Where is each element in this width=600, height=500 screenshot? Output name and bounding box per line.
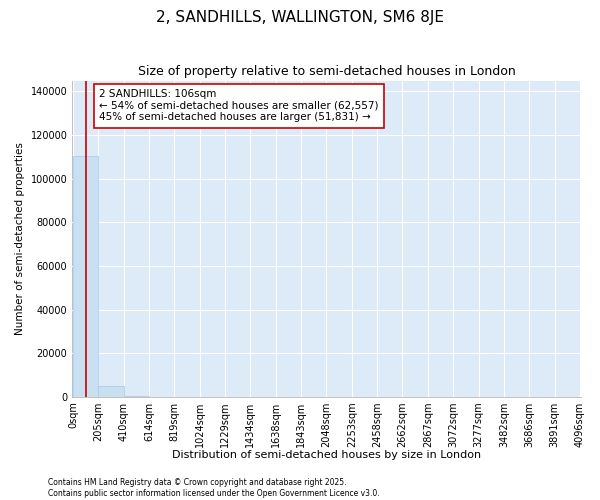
X-axis label: Distribution of semi-detached houses by size in London: Distribution of semi-detached houses by … bbox=[172, 450, 481, 460]
Y-axis label: Number of semi-detached properties: Number of semi-detached properties bbox=[15, 142, 25, 335]
Bar bbox=[73, 156, 98, 396]
Text: Contains HM Land Registry data © Crown copyright and database right 2025.
Contai: Contains HM Land Registry data © Crown c… bbox=[48, 478, 380, 498]
Text: 2, SANDHILLS, WALLINGTON, SM6 8JE: 2, SANDHILLS, WALLINGTON, SM6 8JE bbox=[156, 10, 444, 25]
Title: Size of property relative to semi-detached houses in London: Size of property relative to semi-detach… bbox=[137, 65, 515, 78]
Text: 2 SANDHILLS: 106sqm
← 54% of semi-detached houses are smaller (62,557)
45% of se: 2 SANDHILLS: 106sqm ← 54% of semi-detach… bbox=[99, 90, 379, 122]
Bar bbox=[98, 386, 124, 396]
